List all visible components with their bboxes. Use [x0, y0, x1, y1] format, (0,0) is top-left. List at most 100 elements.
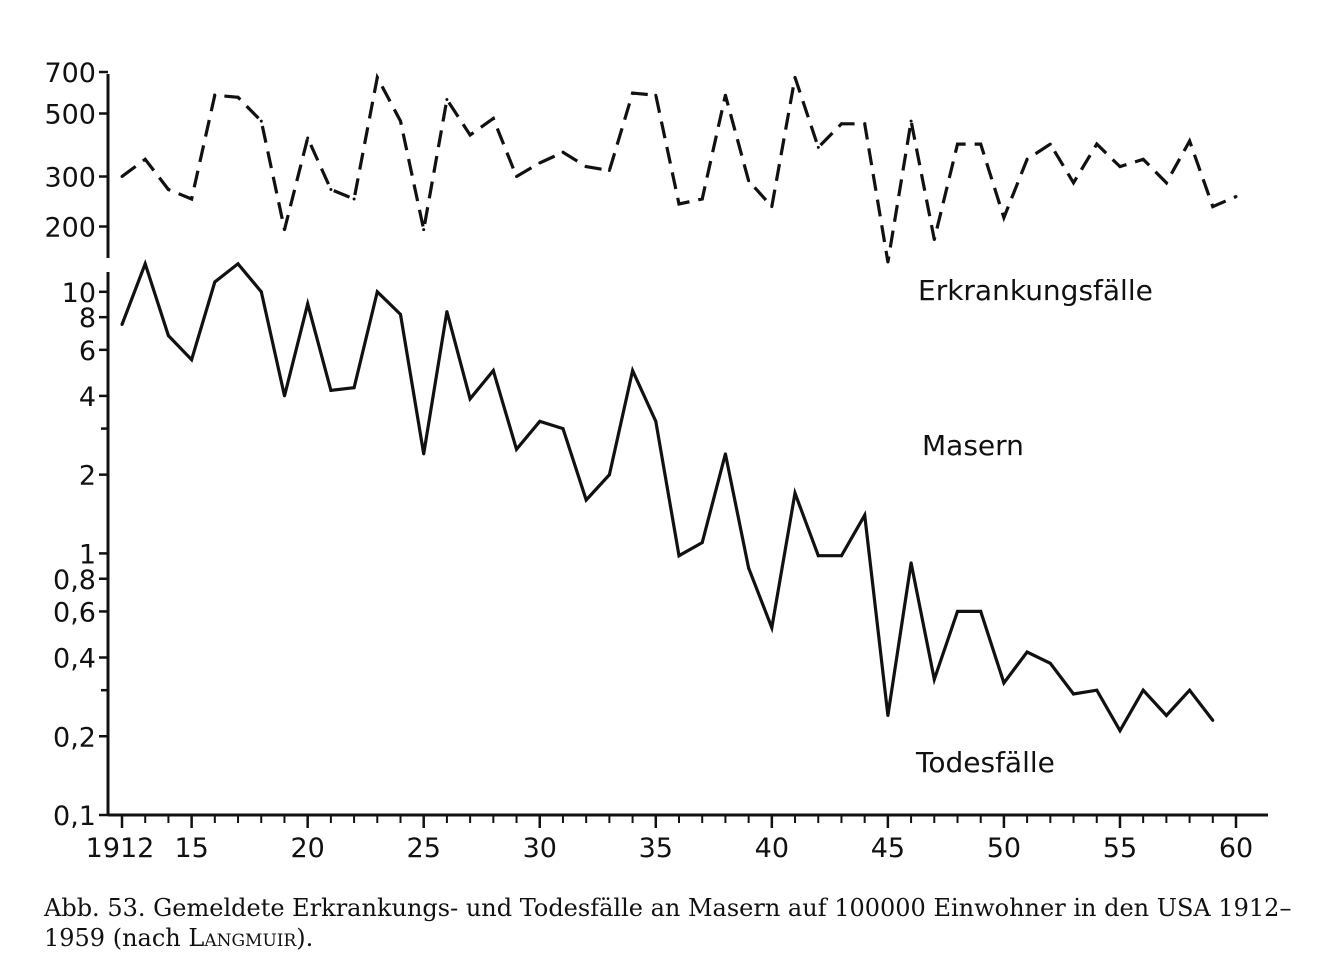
erkrankungsfaelle-point	[979, 142, 983, 146]
upper-y-tick-label: 500	[44, 100, 96, 131]
erkrankungsfaelle-point	[352, 197, 356, 201]
erkrankungsfaelle-point	[747, 179, 751, 183]
todesfaelle-point	[538, 419, 542, 423]
todesfaelle-line	[120, 258, 1215, 734]
todesfaelle-point	[793, 491, 797, 495]
x-tick-label: 20	[290, 833, 324, 864]
erkrankungsfaelle-point	[723, 93, 727, 97]
todesfaelle-point	[584, 498, 588, 502]
todesfaelle-point	[1188, 688, 1192, 692]
erkrankungsfaelle-point	[1211, 205, 1215, 209]
todesfaelle-point	[468, 397, 472, 401]
todesfaelle-point	[491, 369, 495, 373]
erkrankungsfaelle-point	[584, 165, 588, 169]
todesfaelle-point	[723, 452, 727, 456]
lower-y-tick-label: 0,8	[53, 565, 96, 596]
erkrankungsfaelle-point	[1048, 142, 1052, 146]
lower-y-tick-label: 10	[62, 278, 96, 309]
erkrankungsfaelle-point	[770, 205, 774, 209]
erkrankungsfaelle-point	[120, 175, 124, 178]
todesfaelle-point	[932, 677, 936, 681]
erkrankungsfaelle-point	[700, 197, 704, 201]
todesfaelle-point	[607, 473, 611, 477]
erkrankungsfaelle-point	[445, 98, 449, 101]
panel-title-masern: Masern	[922, 429, 1024, 462]
todesfaelle-point	[515, 447, 518, 451]
todesfaelle-point	[1072, 692, 1075, 696]
erkrankungsfaelle-line	[121, 72, 1237, 263]
x-tick-label: 35	[639, 833, 673, 864]
todesfaelle-point	[166, 334, 170, 338]
todesfaelle-point	[1141, 688, 1145, 692]
erkrankungsfaelle-point	[1164, 181, 1168, 185]
todesfaelle-point	[259, 290, 263, 294]
lower-y-tick-label: 0,1	[53, 801, 96, 832]
erkrankungsfaelle-point	[515, 175, 518, 178]
todesfaelle-point	[700, 541, 704, 545]
erkrankungsfaelle-point	[1025, 157, 1029, 161]
todesfaelle-point	[120, 323, 124, 326]
erkrankungsfaelle-point	[190, 197, 194, 201]
erkrankungsfaelle-point	[468, 133, 472, 137]
todesfaelle-point	[631, 369, 635, 373]
erkrankungsfaelle-point	[491, 117, 495, 120]
series-label-todesfaelle: Todesfälle	[915, 746, 1055, 779]
erkrankungsfaelle-point	[1188, 139, 1192, 143]
caption-end: ).	[296, 924, 314, 952]
todesfaelle-point	[306, 302, 310, 306]
erkrankungsfaelle-point	[932, 238, 936, 241]
lower-y-tick-label: 0,2	[53, 722, 96, 753]
lower-y-tick-label: 2	[79, 461, 96, 492]
caption-text: Abb. 53. Gemeldete Erkrankungs- und Tode…	[44, 894, 1292, 952]
erkrankungsfaelle-point	[143, 157, 147, 161]
todesfaelle-point	[816, 554, 820, 558]
todesfaelle-point	[190, 358, 194, 362]
erkrankungsfaelle-point	[561, 150, 565, 154]
erkrankungsfaelle-point	[538, 161, 542, 165]
todesfaelle-point	[422, 452, 426, 456]
erkrankungsfaelle-point	[793, 75, 797, 79]
erkrankungsfaelle-point	[909, 119, 913, 123]
upper-y-tick-label: 300	[44, 163, 96, 194]
erkrankungsfaelle-point	[1118, 165, 1122, 169]
todesfaelle-point	[654, 419, 658, 423]
upper-y-tick-label: 700	[44, 58, 96, 89]
todesfaelle-point	[1002, 681, 1006, 685]
todesfaelle-point	[863, 513, 867, 517]
todesfaelle-point	[677, 554, 681, 558]
erkrankungsfaelle-point	[607, 169, 611, 172]
caption-author: Langmuir	[188, 924, 297, 952]
x-axis-ticks: 1912 15 20 25 30 35 40 45 50 55 60	[86, 815, 1253, 864]
todesfaelle-point	[445, 310, 449, 314]
todesfaelle-point	[1095, 688, 1099, 692]
erkrankungsfaelle-point	[1234, 195, 1238, 199]
erkrankungsfaelle-point	[166, 188, 170, 191]
todesfaelle-point	[770, 626, 774, 630]
x-tick-label: 1912	[86, 833, 155, 864]
axes	[106, 74, 1268, 817]
lower-y-tick-label: 0,6	[53, 597, 96, 628]
erkrankungsfaelle-point	[654, 93, 658, 97]
erkrankungsfaelle-point	[956, 142, 959, 146]
x-tick-label: 15	[174, 833, 208, 864]
todesfaelle-point	[979, 609, 983, 613]
erkrankungsfaelle-point	[259, 119, 263, 123]
todesfaelle-point	[352, 386, 356, 390]
x-tick-label: 25	[407, 833, 441, 864]
upper-y-tick-label: 200	[44, 213, 96, 244]
todesfaelle-point	[1048, 661, 1052, 665]
todesfaelle-point	[283, 394, 286, 398]
todesfaelle-point	[143, 262, 147, 266]
erkrankungsfaelle-point	[840, 122, 843, 126]
todesfaelle-point	[747, 566, 751, 570]
x-tick-label: 30	[523, 833, 557, 864]
erkrankungsfaelle-point	[283, 228, 286, 232]
lower-y-tick-label: 8	[79, 303, 96, 334]
todesfaelle-point	[329, 388, 333, 392]
todesfaelle-point	[886, 714, 890, 717]
erkrankungsfaelle-point	[677, 202, 681, 206]
todesfaelle-point	[1164, 714, 1168, 717]
x-tick-label: 45	[871, 833, 905, 864]
todesfaelle-point	[375, 290, 379, 294]
